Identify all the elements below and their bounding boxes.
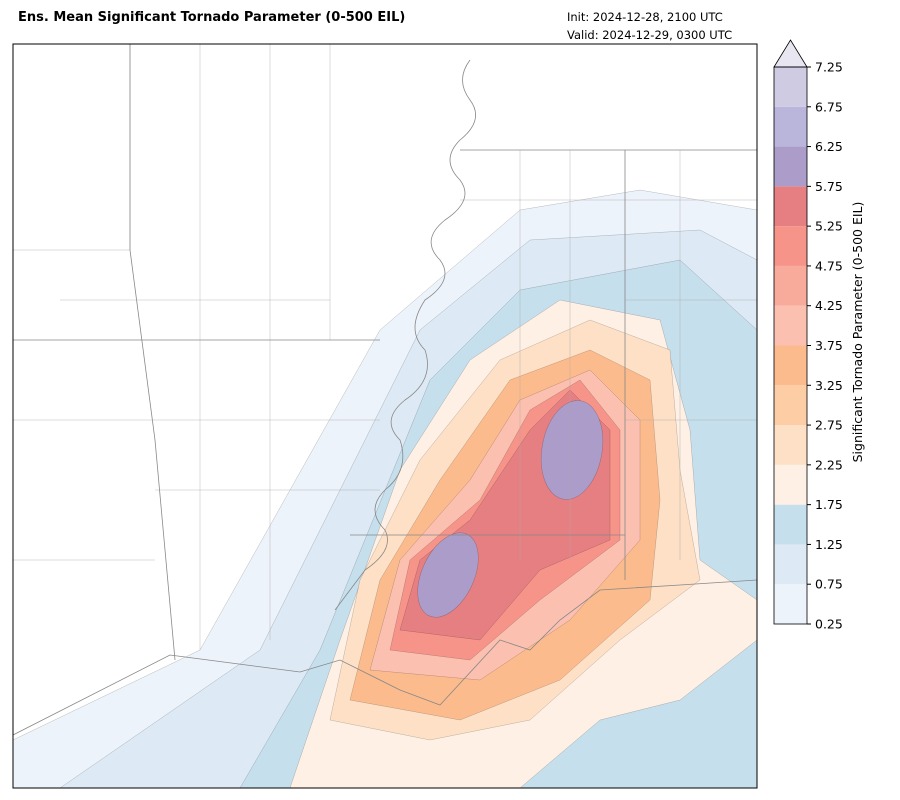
colorbar-tick-label: 3.25	[815, 378, 843, 393]
river	[334, 59, 477, 611]
colorbar-tick-label: 2.75	[815, 418, 843, 433]
colorbar-tick-label: 5.25	[815, 219, 843, 234]
colorbar-band	[774, 265, 807, 306]
colorbar-band	[774, 584, 807, 624]
colorbar-band	[774, 345, 807, 386]
coastline	[13, 579, 757, 736]
colorbar-tick-label: 6.75	[815, 99, 843, 114]
colorbar-tick-label: 7.25	[815, 60, 843, 75]
init-time: Init: 2024-12-28, 2100 UTC	[567, 10, 723, 24]
map-frame	[12, 43, 758, 789]
colorbar-band	[774, 425, 807, 465]
colorbar-band	[774, 146, 807, 187]
colorbar-extend	[773, 39, 808, 68]
colorbar-tick-label: 1.75	[815, 497, 843, 512]
contour-fill	[417, 532, 479, 618]
colorbar-band	[774, 305, 807, 346]
colorbar-tick-label: 3.75	[815, 338, 843, 353]
colorbar-band	[774, 226, 807, 266]
contour-fill	[540, 400, 604, 500]
colorbar-band	[774, 186, 807, 227]
colorbar-band	[774, 464, 807, 505]
colorbar-tick-label: 4.75	[815, 258, 843, 273]
state-borders	[13, 44, 757, 661]
colorbar-band	[774, 67, 807, 107]
colorbar-band	[774, 106, 807, 147]
colorbar-label: Significant Tornado Parameter (0-500 EIL…	[850, 202, 865, 463]
title: Ens. Mean Significant Tornado Parameter …	[18, 10, 405, 25]
colorbar-tick-label: 4.25	[815, 298, 843, 313]
colorbar-tick-label: 0.75	[815, 577, 843, 592]
colorbar-band	[774, 544, 807, 585]
colorbar-tick-label: 6.25	[815, 139, 843, 154]
colorbar-tick-label: 2.25	[815, 457, 843, 472]
colorbar-band	[774, 385, 807, 426]
map-field	[13, 44, 757, 788]
colorbar-tick-label: 0.25	[815, 617, 843, 632]
colorbar: 0.25 0.75 1.25 1.75 2.25 2.75 3.25 3.75 4.25 4.75…	[773, 39, 843, 632]
valid-time: Valid: 2024-12-29, 0300 UTC	[567, 28, 732, 42]
colorbar-band	[774, 504, 807, 545]
colorbar-tick-label: 1.25	[815, 537, 843, 552]
colorbar-tick-label: 5.75	[815, 179, 843, 194]
map	[12, 43, 758, 789]
